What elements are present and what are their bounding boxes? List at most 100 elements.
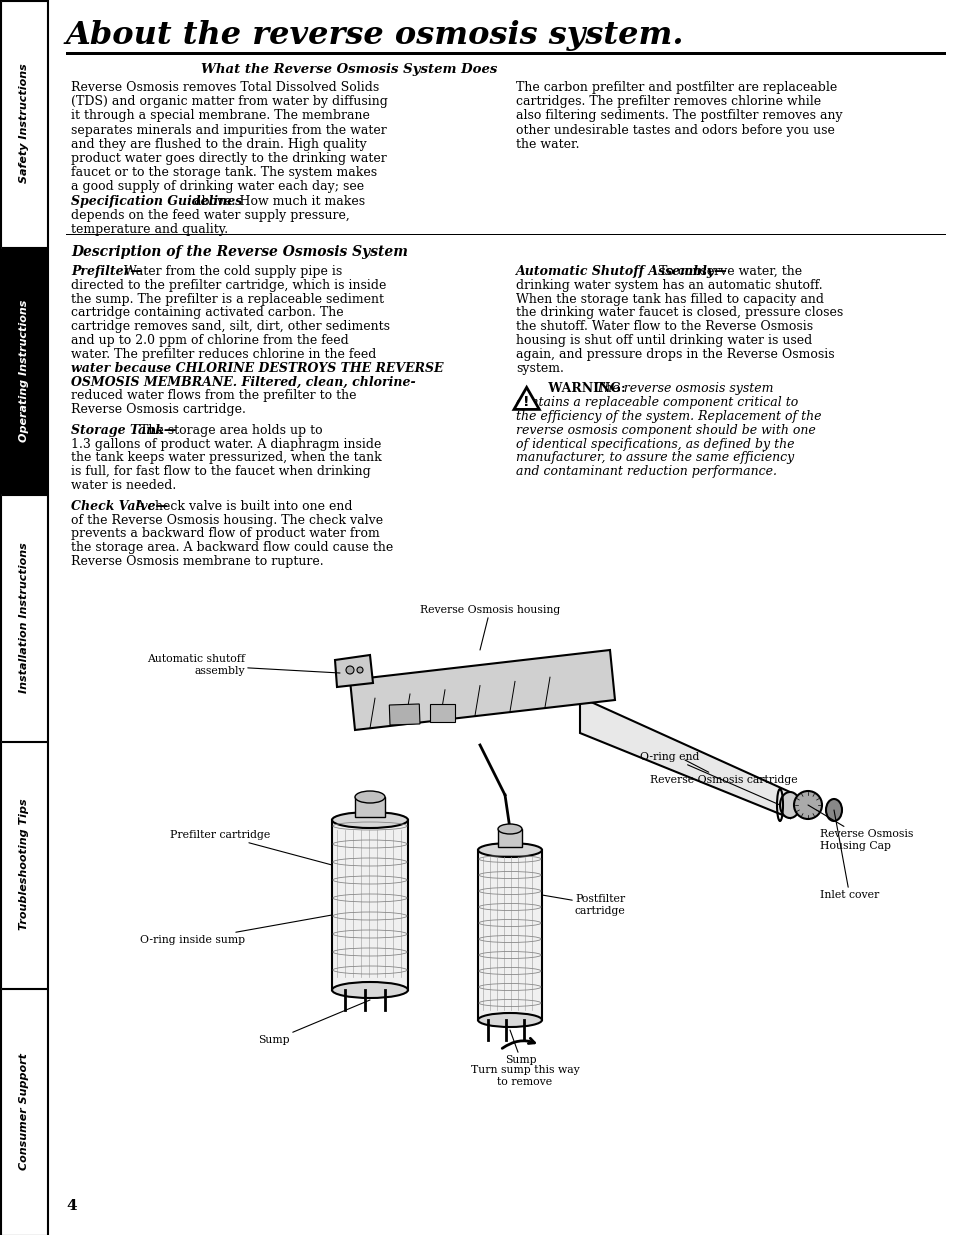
Text: cartridge removes sand, silt, dirt, other sediments: cartridge removes sand, silt, dirt, othe… xyxy=(71,320,390,333)
Text: depends on the feed water supply pressure,: depends on the feed water supply pressur… xyxy=(71,209,350,222)
Bar xyxy=(355,797,385,818)
Text: WARNING:: WARNING: xyxy=(543,383,625,395)
Text: O-ring end: O-ring end xyxy=(639,752,780,805)
Text: (TDS) and organic matter from water by diffusing: (TDS) and organic matter from water by d… xyxy=(71,95,388,109)
Bar xyxy=(66,233,945,235)
Text: Reverse Osmosis membrane to rupture.: Reverse Osmosis membrane to rupture. xyxy=(71,555,323,568)
Text: faucet or to the storage tank. The system makes: faucet or to the storage tank. The syste… xyxy=(71,167,376,179)
Ellipse shape xyxy=(332,811,408,827)
Text: Reverse Osmosis cartridge: Reverse Osmosis cartridge xyxy=(649,760,797,785)
Text: directed to the prefilter cartridge, which is inside: directed to the prefilter cartridge, whi… xyxy=(71,279,386,291)
Text: and up to 2.0 ppm of chlorine from the feed: and up to 2.0 ppm of chlorine from the f… xyxy=(71,333,349,347)
Text: temperature and quality.: temperature and quality. xyxy=(71,224,228,236)
Bar xyxy=(1,988,47,1235)
Ellipse shape xyxy=(356,667,363,673)
Text: of identical specifications, as defined by the: of identical specifications, as defined … xyxy=(516,437,794,451)
Bar xyxy=(359,815,379,830)
Text: Postfilter
cartridge: Postfilter cartridge xyxy=(541,894,625,916)
Ellipse shape xyxy=(497,824,521,834)
Text: the efficiency of the system. Replacement of the: the efficiency of the system. Replacemen… xyxy=(516,410,821,424)
Text: Operating Instructions: Operating Instructions xyxy=(19,299,29,442)
Text: and they are flushed to the drain. High quality: and they are flushed to the drain. High … xyxy=(71,138,366,151)
Text: Automatic Shutoff Assembly—: Automatic Shutoff Assembly— xyxy=(516,266,727,278)
Bar xyxy=(1,494,47,741)
Text: cartridge containing activated carbon. The: cartridge containing activated carbon. T… xyxy=(71,306,343,320)
Text: system.: system. xyxy=(516,362,563,374)
Text: The reverse osmosis system: The reverse osmosis system xyxy=(591,383,772,395)
Ellipse shape xyxy=(477,844,541,857)
Text: Turn sump this way
to remove: Turn sump this way to remove xyxy=(470,1065,578,1087)
Text: OSMOSIS MEMBRANE. Filtered, clean, chlorine-: OSMOSIS MEMBRANE. Filtered, clean, chlor… xyxy=(71,375,416,388)
Text: the sump. The prefilter is a replaceable sediment: the sump. The prefilter is a replaceable… xyxy=(71,293,384,305)
Text: Installation Instructions: Installation Instructions xyxy=(19,542,29,693)
Polygon shape xyxy=(477,850,541,1020)
Bar xyxy=(1,247,47,494)
Text: The carbon prefilter and postfilter are replaceable: The carbon prefilter and postfilter are … xyxy=(516,82,837,94)
Text: Storage Tank—: Storage Tank— xyxy=(71,424,176,437)
Text: product water goes directly to the drinking water: product water goes directly to the drink… xyxy=(71,152,386,165)
Text: Safety Instructions: Safety Instructions xyxy=(19,64,29,183)
Text: reduced water flows from the prefilter to the: reduced water flows from the prefilter t… xyxy=(71,389,356,403)
Ellipse shape xyxy=(825,799,841,821)
Text: water is needed.: water is needed. xyxy=(71,479,176,492)
Text: of the Reverse Osmosis housing. The check valve: of the Reverse Osmosis housing. The chec… xyxy=(71,514,383,526)
Text: cartridges. The prefilter removes chlorine while: cartridges. The prefilter removes chlori… xyxy=(516,95,821,109)
Text: and contaminant reduction performance.: and contaminant reduction performance. xyxy=(516,466,776,478)
Text: it through a special membrane. The membrane: it through a special membrane. The membr… xyxy=(71,110,370,122)
Text: About the reverse osmosis system.: About the reverse osmosis system. xyxy=(66,20,684,51)
Text: Sump: Sump xyxy=(258,1000,370,1045)
Text: To conserve water, the: To conserve water, the xyxy=(659,266,801,278)
Text: Automatic shutoff
assembly: Automatic shutoff assembly xyxy=(147,655,339,676)
Bar xyxy=(66,52,945,56)
Polygon shape xyxy=(335,655,373,687)
Text: above. How much it makes: above. How much it makes xyxy=(190,195,365,207)
Text: What the Reverse Osmosis System Does: What the Reverse Osmosis System Does xyxy=(201,63,497,77)
Text: other undesirable tastes and odors before you use: other undesirable tastes and odors befor… xyxy=(516,124,834,137)
Polygon shape xyxy=(514,388,538,409)
Text: the tank keeps water pressurized, when the tank: the tank keeps water pressurized, when t… xyxy=(71,452,381,464)
Text: Consumer Support: Consumer Support xyxy=(19,1053,29,1170)
Text: Check Valve—: Check Valve— xyxy=(71,500,168,513)
Text: Reverse Osmosis housing: Reverse Osmosis housing xyxy=(419,605,559,650)
Ellipse shape xyxy=(332,982,408,998)
Text: Inlet cover: Inlet cover xyxy=(820,810,879,900)
Polygon shape xyxy=(332,820,408,990)
Ellipse shape xyxy=(346,666,354,674)
Text: is full, for fast flow to the faucet when drinking: is full, for fast flow to the faucet whe… xyxy=(71,466,371,478)
Text: When the storage tank has filled to capacity and: When the storage tank has filled to capa… xyxy=(516,293,823,305)
Text: also filtering sediments. The postfilter removes any: also filtering sediments. The postfilter… xyxy=(516,110,841,122)
Bar xyxy=(497,829,521,847)
Text: water because CHLORINE DESTROYS THE REVERSE: water because CHLORINE DESTROYS THE REVE… xyxy=(71,362,443,374)
Text: A check valve is built into one end: A check valve is built into one end xyxy=(134,500,352,513)
Polygon shape xyxy=(579,697,789,818)
Bar xyxy=(430,704,455,722)
Text: drinking water system has an automatic shutoff.: drinking water system has an automatic s… xyxy=(516,279,821,291)
Text: Prefilter cartridge: Prefilter cartridge xyxy=(170,830,332,864)
Text: water. The prefilter reduces chlorine in the feed: water. The prefilter reduces chlorine in… xyxy=(71,348,376,361)
Text: !: ! xyxy=(523,395,529,409)
Text: the storage area. A backward flow could cause the: the storage area. A backward flow could … xyxy=(71,541,393,555)
Text: housing is shut off until drinking water is used: housing is shut off until drinking water… xyxy=(516,333,811,347)
Text: contains a replaceable component critical to: contains a replaceable component critica… xyxy=(516,396,798,409)
Text: Troubleshooting Tips: Troubleshooting Tips xyxy=(19,799,29,930)
Polygon shape xyxy=(350,650,615,730)
Text: Prefilter—: Prefilter— xyxy=(71,266,143,278)
Text: the water.: the water. xyxy=(516,138,578,151)
Text: a good supply of drinking water each day; see: a good supply of drinking water each day… xyxy=(71,180,364,194)
Text: again, and pressure drops in the Reverse Osmosis: again, and pressure drops in the Reverse… xyxy=(516,348,834,361)
Text: The storage area holds up to: The storage area holds up to xyxy=(140,424,322,437)
Text: reverse osmosis component should be with one: reverse osmosis component should be with… xyxy=(516,424,815,437)
Bar xyxy=(1,741,47,988)
Text: prevents a backward flow of product water from: prevents a backward flow of product wate… xyxy=(71,527,379,541)
Text: manufacturer, to assure the same efficiency: manufacturer, to assure the same efficie… xyxy=(516,452,794,464)
Bar xyxy=(0,0,48,1235)
Text: Sump: Sump xyxy=(504,1030,536,1065)
Text: separates minerals and impurities from the water: separates minerals and impurities from t… xyxy=(71,124,386,137)
Bar xyxy=(1,0,47,247)
Text: Reverse Osmosis cartridge.: Reverse Osmosis cartridge. xyxy=(71,403,246,416)
Text: the drinking water faucet is closed, pressure closes: the drinking water faucet is closed, pre… xyxy=(516,306,842,320)
Text: Reverse Osmosis removes Total Dissolved Solids: Reverse Osmosis removes Total Dissolved … xyxy=(71,82,379,94)
Text: the shutoff. Water flow to the Reverse Osmosis: the shutoff. Water flow to the Reverse O… xyxy=(516,320,812,333)
Bar xyxy=(389,704,419,725)
Text: 1.3 gallons of product water. A diaphragm inside: 1.3 gallons of product water. A diaphrag… xyxy=(71,437,381,451)
